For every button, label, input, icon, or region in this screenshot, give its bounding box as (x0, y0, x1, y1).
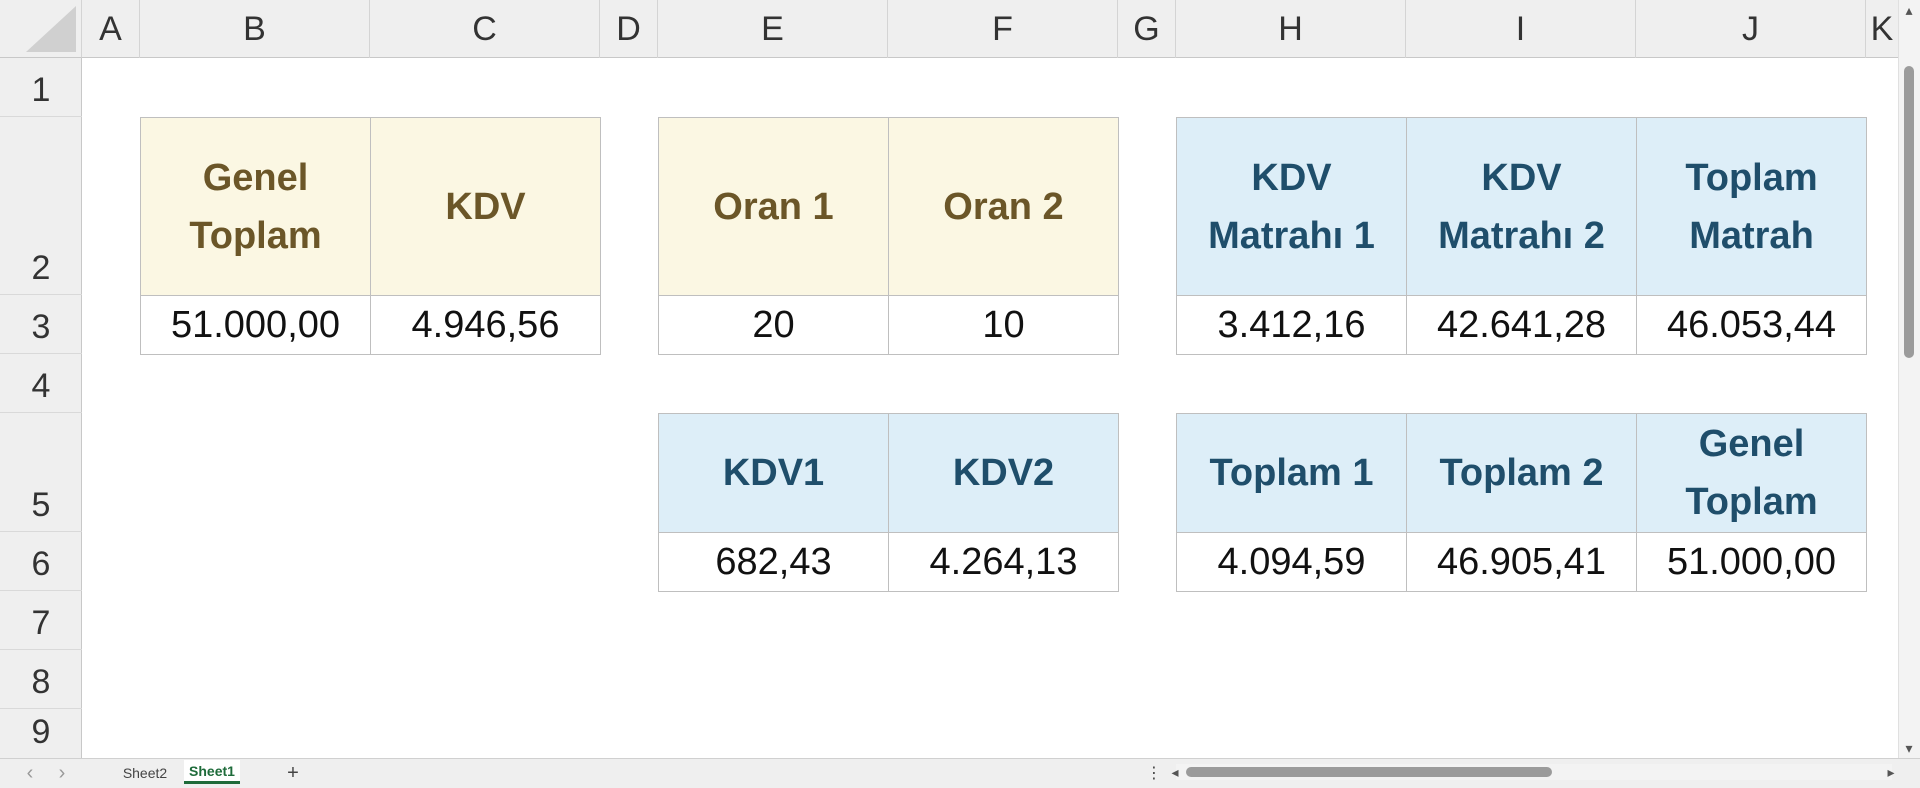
more-options-icon[interactable]: ⋮ (1146, 765, 1162, 782)
cell-i6[interactable]: 46.905,41 (1406, 532, 1637, 592)
row-header-7[interactable]: 7 (0, 591, 82, 650)
cell-h3[interactable]: 3.412,16 (1176, 295, 1407, 355)
scroll-right-arrow-icon[interactable]: ▸ (1887, 763, 1895, 780)
row-header-3[interactable]: 3 (0, 295, 82, 354)
column-header-h[interactable]: H (1176, 0, 1406, 58)
cell-b2-header[interactable]: Genel Toplam (140, 117, 371, 296)
scroll-up-arrow-icon[interactable]: ▴ (1905, 1, 1913, 18)
column-header-g[interactable]: G (1118, 0, 1176, 58)
next-sheet-icon[interactable]: › (58, 761, 66, 784)
worksheet-grid[interactable]: Genel Toplam KDV 51.000,00 4.946,56 Oran… (82, 58, 1898, 758)
prev-sheet-icon[interactable]: ‹ (26, 761, 34, 784)
cell-i3[interactable]: 42.641,28 (1406, 295, 1637, 355)
cell-b3[interactable]: 51.000,00 (140, 295, 371, 355)
row-header-5[interactable]: 5 (0, 413, 82, 532)
cell-e6[interactable]: 682,43 (658, 532, 889, 592)
cell-e2-header[interactable]: Oran 1 (658, 117, 889, 296)
cell-j2-header[interactable]: Toplam Matrah (1636, 117, 1867, 296)
cell-j3[interactable]: 46.053,44 (1636, 295, 1867, 355)
cell-h5-header[interactable]: Toplam 1 (1176, 413, 1407, 533)
row-header-2[interactable]: 2 (0, 117, 82, 295)
select-all-triangle-icon (26, 6, 76, 52)
cell-c3[interactable]: 4.946,56 (370, 295, 601, 355)
cell-f6[interactable]: 4.264,13 (888, 532, 1119, 592)
cell-i5-header[interactable]: Toplam 2 (1406, 413, 1637, 533)
column-header-k[interactable]: K (1870, 9, 1894, 48)
cell-f3[interactable]: 10 (888, 295, 1119, 355)
sheet-tab-sheet2[interactable]: Sheet2 (122, 765, 168, 781)
cell-e5-header[interactable]: KDV1 (658, 413, 889, 533)
row-header-bar: 1 2 3 4 5 6 7 8 9 (0, 58, 82, 758)
row-header-1[interactable]: 1 (0, 58, 82, 117)
cell-e3[interactable]: 20 (658, 295, 889, 355)
scroll-left-arrow-icon[interactable]: ◂ (1171, 763, 1179, 780)
row-header-6[interactable]: 6 (0, 532, 82, 591)
cell-h2-header[interactable]: KDV Matrahı 1 (1176, 117, 1407, 296)
column-header-bar: A B C D E F G H I J K (82, 0, 1898, 58)
scroll-down-arrow-icon[interactable]: ▾ (1905, 739, 1913, 756)
column-header-j[interactable]: J (1636, 0, 1866, 58)
sheet-tab-sheet1[interactable]: Sheet1 (184, 760, 240, 784)
column-header-c[interactable]: C (370, 0, 600, 58)
cell-i2-header[interactable]: KDV Matrahı 2 (1406, 117, 1637, 296)
column-header-i[interactable]: I (1406, 0, 1636, 58)
vertical-scroll-thumb[interactable] (1904, 66, 1914, 358)
cell-f5-header[interactable]: KDV2 (888, 413, 1119, 533)
cell-c2-header[interactable]: KDV (370, 117, 601, 296)
column-header-a[interactable]: A (82, 0, 140, 58)
cell-h6[interactable]: 4.094,59 (1176, 532, 1407, 592)
column-header-f[interactable]: F (888, 0, 1118, 58)
add-sheet-button[interactable]: + (287, 761, 299, 784)
column-header-e[interactable]: E (658, 0, 888, 58)
column-header-b[interactable]: B (140, 0, 370, 58)
cell-j5-header[interactable]: Genel Toplam (1636, 413, 1867, 533)
horizontal-scroll-thumb[interactable] (1186, 767, 1552, 777)
column-header-d[interactable]: D (600, 0, 658, 58)
vertical-scrollbar[interactable] (1898, 0, 1920, 758)
row-header-4[interactable]: 4 (0, 354, 82, 413)
row-header-9[interactable]: 9 (31, 713, 51, 751)
cell-j6[interactable]: 51.000,00 (1636, 532, 1867, 592)
row-header-8[interactable]: 8 (0, 650, 82, 709)
cell-f2-header[interactable]: Oran 2 (888, 117, 1119, 296)
